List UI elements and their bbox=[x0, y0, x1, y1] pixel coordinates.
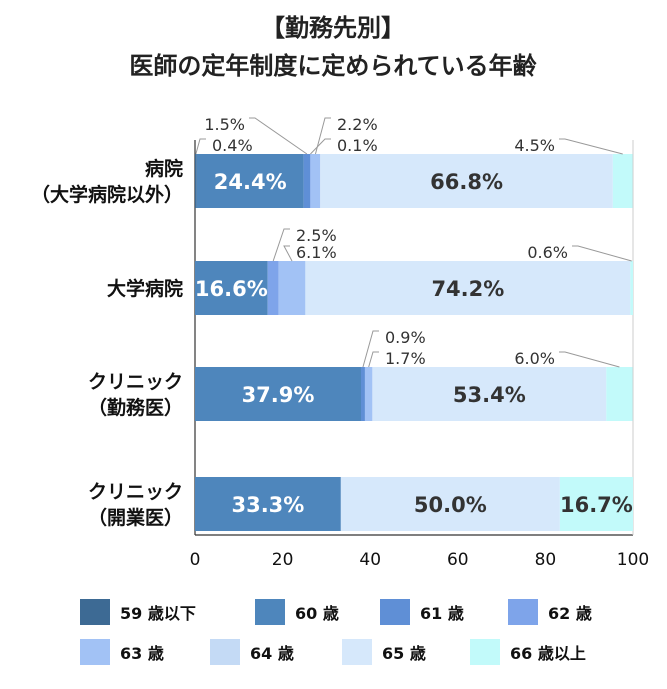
bar-segment bbox=[310, 154, 321, 208]
data-label: 16.7% bbox=[560, 493, 633, 517]
leader-line bbox=[368, 351, 379, 368]
legend-label: 59 歳以下 bbox=[120, 604, 196, 623]
bar-segment bbox=[320, 154, 613, 208]
data-label: 53.4% bbox=[453, 383, 526, 407]
data-label: 24.4% bbox=[214, 170, 287, 194]
data-label: 6.0% bbox=[514, 349, 555, 368]
bar-segment bbox=[364, 367, 373, 421]
legend-swatch bbox=[342, 639, 372, 665]
leader-line bbox=[195, 138, 206, 155]
title-line-2: 医師の定年制度に定められている年齢 bbox=[129, 52, 537, 80]
leader-line bbox=[559, 351, 620, 368]
bar-segment bbox=[195, 261, 268, 315]
legend-label: 61 歳 bbox=[420, 604, 464, 623]
data-labels: 0.4%24.4%1.5%0.1%2.2%66.8%4.5%16.6%2.5%6… bbox=[195, 115, 633, 517]
data-label: 50.0% bbox=[414, 493, 487, 517]
title-line-1: 【勤務先別】 bbox=[261, 14, 405, 42]
data-label: 0.9% bbox=[385, 328, 426, 347]
bar-segment bbox=[195, 367, 362, 421]
leader-line bbox=[314, 117, 331, 155]
data-label: 0.1% bbox=[337, 136, 378, 155]
legend-label: 60 歳 bbox=[295, 604, 339, 623]
bar-segment bbox=[278, 261, 306, 315]
data-label: 16.6% bbox=[195, 277, 268, 301]
legend-label: 66 歳以上 bbox=[510, 644, 586, 663]
category-label: （勤務医） bbox=[88, 396, 183, 419]
data-label: 74.2% bbox=[431, 277, 504, 301]
legend: 59 歳以下 60 歳 61 歳 62 歳 63 歳 64 歳 65 歳 66 歳以上 bbox=[80, 599, 592, 665]
data-label: 0.4% bbox=[212, 136, 253, 155]
legend-swatch bbox=[508, 599, 538, 625]
bar-segment bbox=[196, 154, 304, 208]
category-label: 病院 bbox=[145, 157, 183, 180]
legend-label: 62 歳 bbox=[548, 604, 592, 623]
legend-swatch bbox=[80, 639, 110, 665]
bar-segment bbox=[559, 477, 633, 531]
leader-line bbox=[362, 330, 379, 368]
bar-segment bbox=[361, 367, 365, 421]
bar-segment bbox=[267, 261, 279, 315]
legend-label: 65 歳 bbox=[382, 644, 426, 663]
x-axis-ticks: 0 20 40 60 80 100 bbox=[190, 550, 650, 570]
leader-line bbox=[272, 228, 290, 262]
legend-swatch bbox=[80, 599, 110, 625]
x-tick-label: 40 bbox=[359, 550, 381, 570]
data-label: 66.8% bbox=[430, 170, 503, 194]
category-label: 大学病院 bbox=[107, 277, 183, 300]
data-label: 37.9% bbox=[242, 383, 315, 407]
x-tick-label: 20 bbox=[272, 550, 294, 570]
bar-segment bbox=[195, 477, 341, 531]
bar-segment bbox=[310, 154, 311, 208]
bar-segment bbox=[195, 154, 197, 208]
data-label: 2.5% bbox=[296, 226, 337, 245]
legend-swatch bbox=[470, 639, 500, 665]
bar-segment bbox=[340, 477, 560, 531]
legend-swatch bbox=[255, 599, 285, 625]
legend-swatch bbox=[210, 639, 240, 665]
x-tick-label: 100 bbox=[617, 550, 649, 570]
data-label: 1.7% bbox=[385, 349, 426, 368]
legend-label: 64 歳 bbox=[250, 644, 294, 663]
leader-line bbox=[283, 245, 293, 262]
x-tick-label: 0 bbox=[190, 550, 201, 570]
leader-line bbox=[249, 117, 308, 155]
data-label: 33.3% bbox=[231, 493, 304, 517]
legend-label: 63 歳 bbox=[120, 644, 164, 663]
bar-segment bbox=[303, 154, 311, 208]
bar-segment bbox=[606, 367, 633, 421]
data-label: 0.6% bbox=[527, 243, 568, 262]
data-label: 1.5% bbox=[204, 115, 245, 134]
bars bbox=[195, 154, 633, 531]
leader-line bbox=[310, 138, 331, 155]
category-label: （大学病院以外） bbox=[31, 183, 183, 206]
bar-segment bbox=[305, 261, 631, 315]
legend-swatch bbox=[380, 599, 410, 625]
data-label: 6.1% bbox=[296, 243, 337, 262]
category-label: クリニック bbox=[88, 371, 183, 393]
data-label: 2.2% bbox=[337, 115, 378, 134]
x-tick-label: 60 bbox=[447, 550, 469, 570]
bar-segment bbox=[372, 367, 607, 421]
bar-segment bbox=[612, 154, 633, 208]
x-tick-label: 80 bbox=[535, 550, 557, 570]
chart-title: 【勤務先別】医師の定年制度に定められている年齢 bbox=[129, 14, 537, 80]
bar-segment bbox=[630, 261, 633, 315]
leader-line bbox=[572, 245, 632, 262]
category-label: （開業医） bbox=[88, 506, 183, 529]
category-label: クリニック bbox=[88, 481, 183, 503]
data-label: 4.5% bbox=[514, 136, 555, 155]
leader-line bbox=[559, 138, 623, 155]
